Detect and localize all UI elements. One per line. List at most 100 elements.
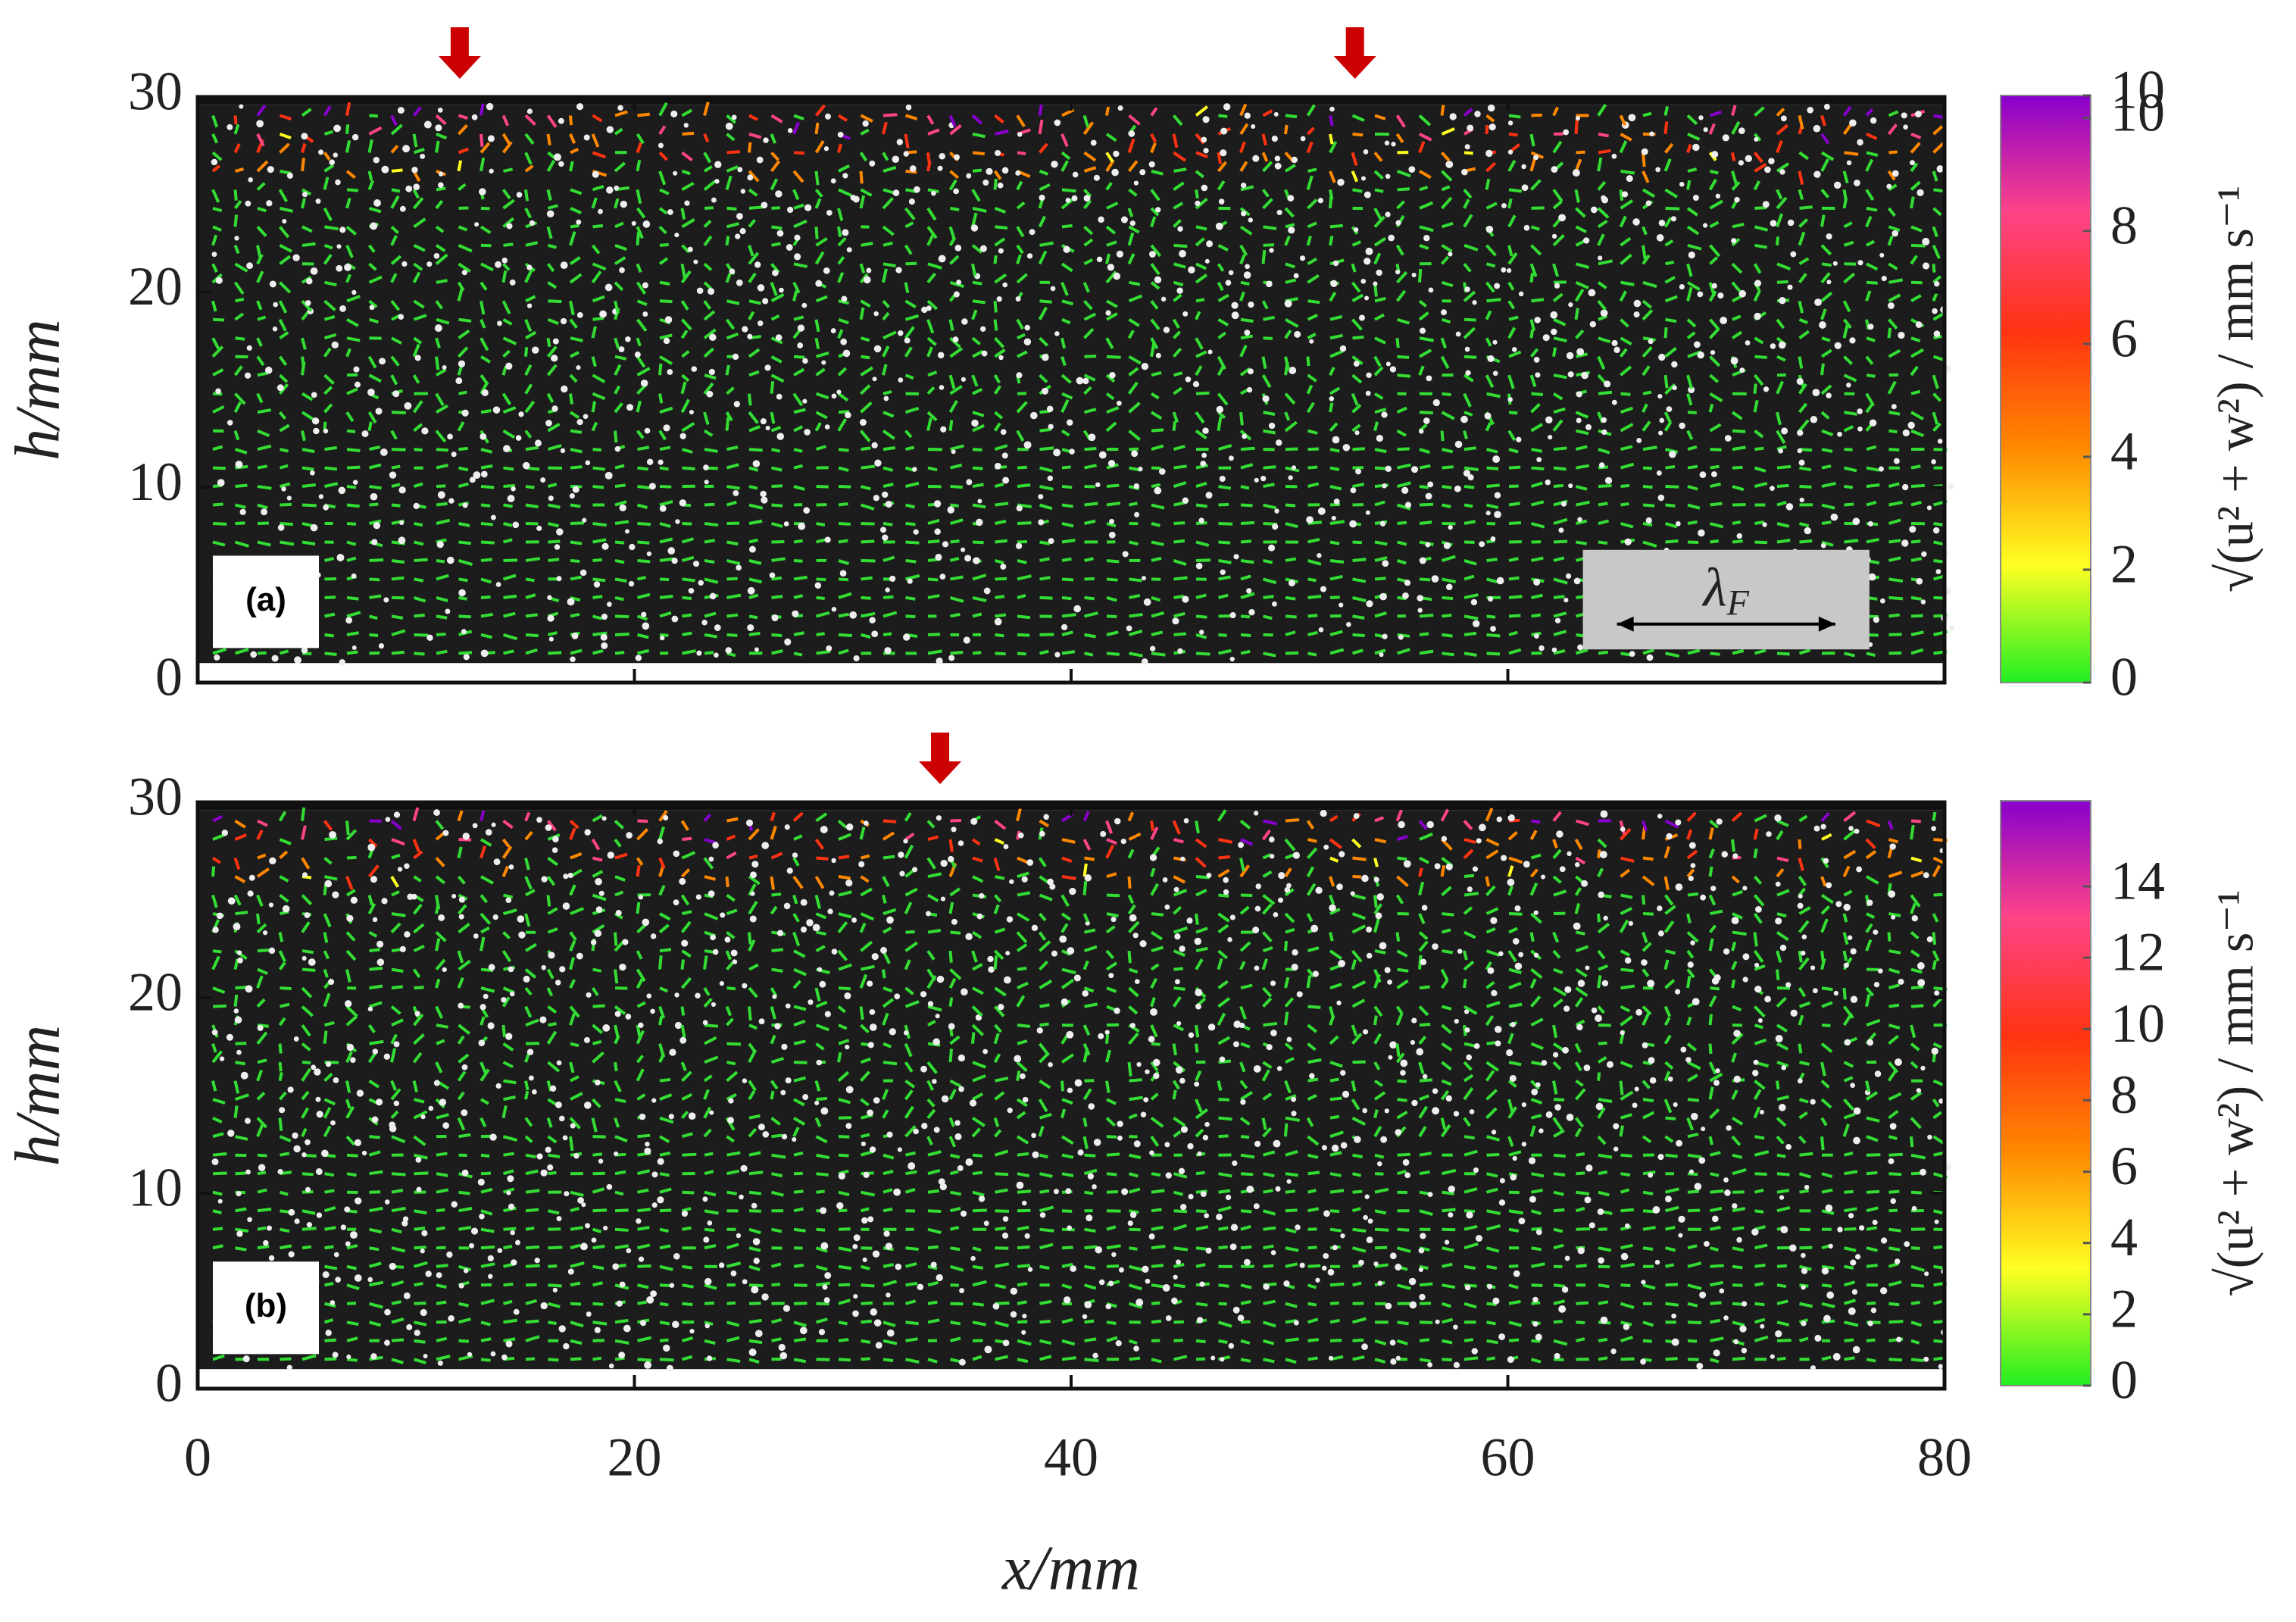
tracer-particle <box>948 1023 955 1030</box>
flow-vector <box>771 242 781 247</box>
tracer-particle <box>1252 155 1260 162</box>
flow-vector <box>838 522 851 526</box>
flow-vector <box>1061 485 1073 489</box>
flow-vector <box>1285 262 1295 269</box>
tracer-particle <box>1645 517 1652 524</box>
flow-vector <box>233 143 241 154</box>
flow-vector <box>1240 280 1250 286</box>
flow-vector <box>950 1246 961 1252</box>
flow-vector <box>748 986 758 999</box>
flow-vector <box>1486 392 1501 398</box>
flow-vector <box>1240 539 1252 544</box>
flow-vector <box>1173 559 1187 566</box>
flow-vector <box>1150 207 1160 217</box>
flow-vector <box>570 1042 579 1048</box>
flow-vector <box>1820 214 1826 227</box>
flow-vector <box>860 912 875 921</box>
flow-vector <box>1441 255 1450 265</box>
flow-vector <box>838 612 850 618</box>
tracer-particle <box>1098 451 1107 459</box>
flow-vector <box>1329 422 1339 432</box>
flow-vector <box>1686 281 1701 291</box>
flow-vector <box>413 596 426 603</box>
tracer-particle <box>1384 140 1390 145</box>
flow-vector <box>257 371 269 377</box>
flow-vector <box>882 241 893 247</box>
flow-vector <box>637 522 651 527</box>
flow-vector <box>368 1001 383 1008</box>
flow-vector <box>1932 226 1938 238</box>
flow-vector <box>793 575 808 581</box>
flow-vector <box>1195 350 1207 358</box>
tracer-particle <box>673 899 679 906</box>
tracer-particle <box>880 527 887 533</box>
flow-vector <box>592 577 606 583</box>
flow-vector <box>704 1024 719 1028</box>
flow-vector <box>793 262 808 268</box>
tracer-particle <box>987 955 994 963</box>
flow-vector <box>547 1005 558 1014</box>
tracer-particle <box>1246 588 1252 594</box>
flow-vector <box>1374 577 1386 581</box>
flow-vector <box>703 281 712 290</box>
flow-vector <box>1866 500 1877 507</box>
tracer-particle <box>1903 124 1908 130</box>
flow-vector <box>1732 520 1742 525</box>
tracer-particle <box>211 1029 218 1036</box>
flow-vector <box>614 483 626 489</box>
flow-vector <box>659 500 673 507</box>
flow-vector <box>1195 225 1207 231</box>
tracer-particle <box>1317 507 1326 515</box>
flow-vector <box>1017 574 1032 581</box>
flow-vector <box>748 1358 760 1364</box>
tracer-particle <box>1248 217 1254 223</box>
flow-vector <box>301 483 316 489</box>
flow-vector <box>1910 196 1915 209</box>
flow-vector <box>726 851 737 860</box>
flow-vector <box>859 922 867 933</box>
flow-vector <box>323 403 333 414</box>
flow-vector <box>503 1227 517 1231</box>
flow-vector <box>278 1117 283 1131</box>
flow-vector <box>256 182 266 191</box>
tracer-particle <box>1445 583 1453 591</box>
tracer-particle <box>591 1237 597 1243</box>
flow-vector <box>369 1039 384 1045</box>
flow-vector <box>659 1116 674 1124</box>
flow-vector <box>816 856 829 861</box>
flow-vector <box>1708 178 1717 191</box>
tracer-particle <box>504 1033 513 1040</box>
flow-vector <box>972 1264 984 1270</box>
flow-vector <box>1217 244 1229 252</box>
tracer-particle <box>606 186 614 194</box>
flow-vector <box>503 1095 516 1102</box>
tracer-particle <box>547 614 554 622</box>
tracer-particle <box>268 947 276 955</box>
flow-vector <box>1173 262 1186 269</box>
tracer-particle <box>1220 127 1228 135</box>
flow-vector <box>659 485 672 489</box>
tracer-particle <box>236 1191 242 1197</box>
flow-vector <box>726 1017 734 1027</box>
flow-vector <box>904 1188 916 1194</box>
flow-vector <box>501 270 508 283</box>
tracer-particle <box>1670 216 1677 222</box>
flow-vector <box>1910 500 1922 507</box>
flow-vector <box>882 611 898 618</box>
flow-vector <box>1195 503 1207 508</box>
flow-vector <box>1619 348 1628 358</box>
flow-vector <box>614 127 623 136</box>
tracer-particle <box>873 345 882 353</box>
flow-vector <box>816 577 826 582</box>
flow-vector <box>1038 250 1048 265</box>
flow-vector <box>904 986 914 995</box>
flow-vector <box>838 648 849 655</box>
tracer-particle <box>1001 1232 1009 1239</box>
flow-vector <box>436 1172 448 1177</box>
flow-vector <box>793 594 804 599</box>
tracer-particle <box>1365 390 1371 396</box>
flow-vector <box>815 1042 825 1051</box>
flow-vector <box>860 875 870 883</box>
tracer-particle <box>349 1231 358 1239</box>
flow-vector <box>1217 161 1227 173</box>
